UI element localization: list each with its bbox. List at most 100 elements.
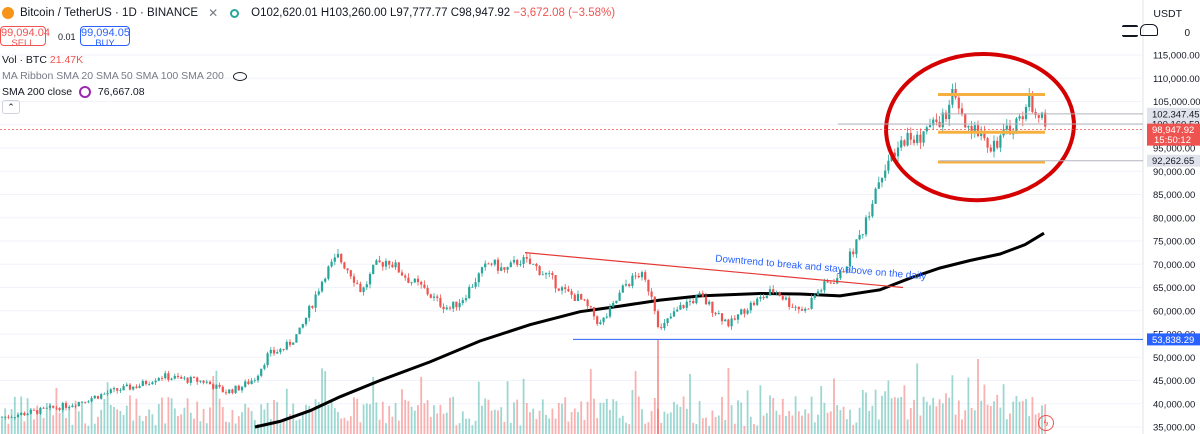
symbol-title[interactable]: Bitcoin / TetherUS · 1D · BINANCE [20, 7, 199, 19]
candle-body [61, 402, 64, 410]
candle-body [669, 316, 672, 319]
candle-body [877, 182, 880, 189]
sell-button[interactable]: 99,094.04 SELL [0, 26, 50, 48]
candle [208, 380, 212, 385]
candle-body [106, 392, 109, 394]
candle [285, 339, 288, 351]
candle [538, 265, 541, 276]
eye-hidden-icon[interactable] [232, 71, 247, 81]
candle-body [74, 405, 77, 407]
volume-bar [141, 421, 144, 434]
candle [480, 266, 484, 277]
candle-body [660, 327, 663, 329]
volume-bar [189, 412, 192, 434]
menu-icon[interactable] [1122, 25, 1138, 37]
market-status-icon[interactable] [230, 8, 240, 18]
candle [592, 307, 596, 320]
candle-body [311, 305, 314, 308]
candle-body [285, 341, 288, 350]
candle [736, 313, 740, 324]
sma-200-line [254, 231, 1045, 429]
drawing-tools-icon[interactable] [1140, 24, 1158, 36]
candle [202, 379, 205, 385]
candle [240, 385, 244, 393]
candle-body [42, 407, 45, 409]
candle-body [784, 297, 788, 300]
volume-bar [887, 380, 890, 434]
candle [445, 304, 448, 311]
candle [244, 379, 247, 388]
volume-indicator[interactable]: Vol · BTC 21.47K [2, 54, 83, 66]
candle-body [336, 253, 340, 258]
volume-bar [170, 398, 173, 434]
candle [432, 293, 436, 302]
volume-bar [353, 397, 355, 434]
currency-selector[interactable]: USDT [1153, 8, 1182, 20]
candle [560, 285, 564, 295]
candle-body [919, 134, 922, 143]
candle-body [976, 125, 980, 137]
volume-bar [391, 416, 394, 434]
volume-bar [1005, 419, 1008, 434]
candle-body [900, 140, 903, 148]
volume-bar [279, 423, 282, 434]
candle [16, 412, 20, 418]
trendline-annotation: Downtrend to break and stay above on the… [715, 253, 927, 282]
volume-bar [602, 402, 605, 434]
close-icon[interactable]: ✕ [208, 6, 219, 20]
candle [599, 319, 602, 325]
candle-body [816, 291, 820, 296]
volume-bar [900, 396, 903, 434]
candle-body [852, 251, 855, 255]
volume-bar [375, 402, 378, 434]
volume-bar [538, 410, 541, 434]
candle [765, 295, 768, 299]
buy-button[interactable]: 99,094.05 BUY [80, 26, 130, 49]
candle-body [605, 316, 608, 318]
candle-body [394, 262, 397, 268]
candle [141, 379, 144, 387]
volume-bar [973, 410, 976, 434]
candle [669, 312, 672, 320]
candle-body [778, 291, 781, 297]
candle-body [352, 276, 356, 283]
candle-body [154, 380, 157, 383]
volume-bar [669, 412, 672, 434]
candle [68, 405, 71, 410]
volume-bar [1, 418, 3, 434]
candle [653, 296, 656, 315]
candle-body [96, 395, 100, 399]
candle [941, 108, 944, 132]
volume-bar [637, 396, 640, 434]
candle [576, 290, 580, 302]
lightning-icon[interactable]: ϟ [1038, 415, 1054, 431]
volume-bar [817, 414, 819, 434]
y-tick-label: 40,000.00 [1153, 399, 1195, 410]
candle [1028, 88, 1031, 112]
y-tick-label: 75,000.00 [1153, 237, 1195, 248]
candle [640, 270, 644, 281]
ma-ribbon-indicator[interactable]: MA Ribbon SMA 20 SMA 50 SMA 100 SMA 200 [2, 70, 247, 82]
volume-bar [58, 412, 61, 434]
y-tick-label: 115,000.00 [1153, 51, 1200, 62]
volume-bar [359, 422, 362, 434]
collapse-indicators-button[interactable]: ⌃ [2, 100, 20, 114]
buy-label: BUY [95, 38, 115, 49]
sma-indicator[interactable]: SMA 200 close 76,667.08 [2, 86, 145, 99]
volume-bar [874, 389, 877, 434]
candle-body [32, 409, 36, 411]
candle [884, 164, 887, 181]
volume-bar [113, 406, 115, 434]
candle-body [420, 281, 423, 285]
candle-body [368, 273, 372, 285]
candle [317, 288, 320, 296]
candle [634, 271, 637, 280]
volume-bar [993, 401, 995, 434]
candle [839, 269, 842, 280]
volume-bar [493, 409, 496, 434]
volume-bar [244, 403, 247, 434]
candle [720, 313, 724, 325]
candle [788, 295, 791, 310]
change-value: −3,672.08 (−3.58%) [513, 7, 616, 19]
